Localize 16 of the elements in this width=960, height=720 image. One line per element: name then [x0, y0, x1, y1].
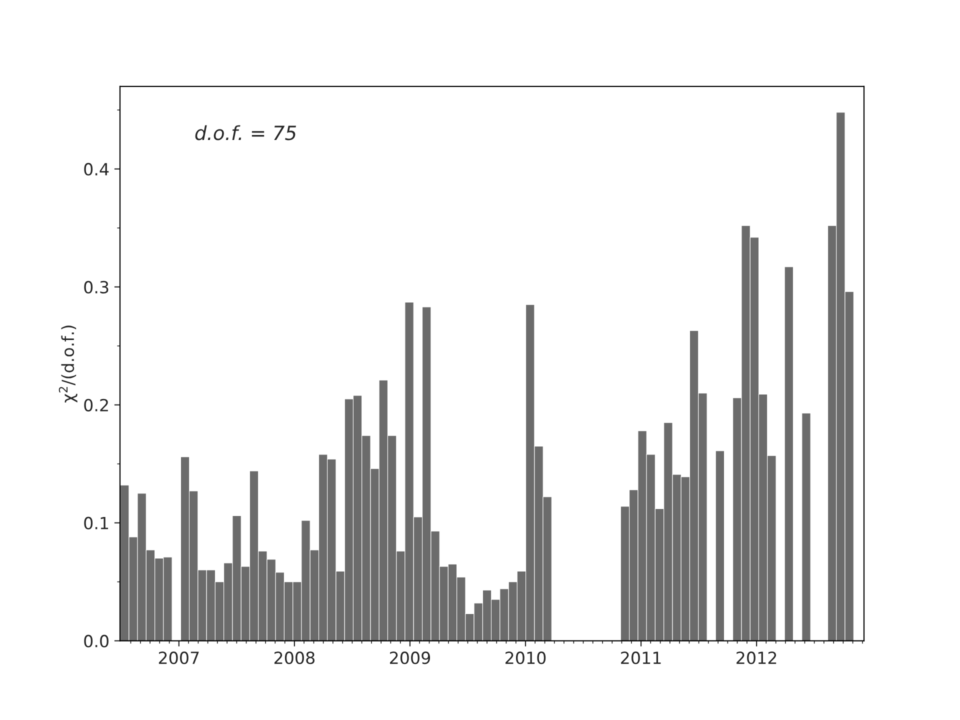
- y-tick-label: 0.3: [84, 280, 108, 294]
- x-tick-label: 2009: [390, 652, 430, 664]
- annotation: d.o.f. = 75: [195, 125, 296, 140]
- y-tick-label: 0.1: [84, 516, 108, 530]
- x-tick-label: 2011: [621, 652, 661, 664]
- y-tick-label: 0.2: [84, 398, 108, 412]
- y-tick-label: 0.4: [84, 162, 109, 176]
- bar: [715, 450, 725, 641]
- x-tick-label: 2008: [274, 652, 315, 664]
- y-axis-title: χ$^{2}$/(d.o.f.): [58, 326, 78, 403]
- x-tick-label: 2012: [736, 652, 776, 664]
- bar: [802, 412, 811, 641]
- x-tick-label: 2007: [158, 652, 199, 664]
- x-tick-label: 2010: [506, 652, 546, 664]
- y-tick-label: 0.0: [84, 634, 108, 648]
- bar: [784, 266, 794, 641]
